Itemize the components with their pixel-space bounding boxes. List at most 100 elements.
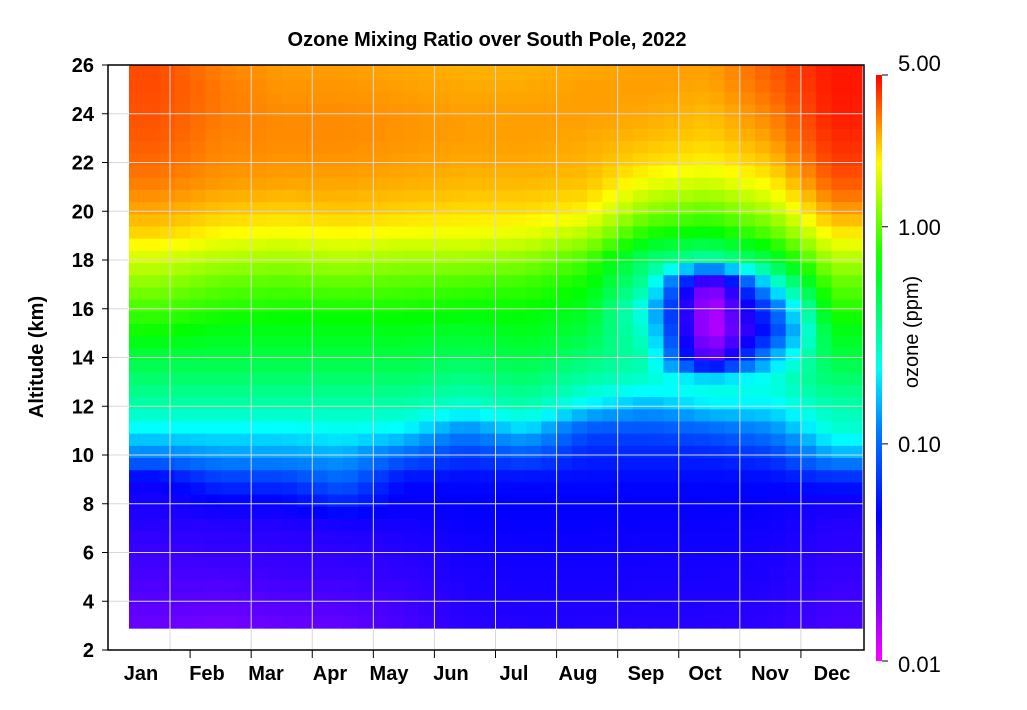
heatmap-cell xyxy=(846,152,863,166)
heatmap-cell xyxy=(296,518,313,532)
heatmap-cell xyxy=(190,554,206,568)
heatmap-cell xyxy=(709,79,726,93)
heatmap-cell xyxy=(296,67,313,81)
heatmap-cell xyxy=(373,579,390,593)
heatmap-cell xyxy=(724,65,741,69)
heatmap-cell xyxy=(312,152,329,166)
heatmap-cell xyxy=(571,359,588,373)
heatmap-cell xyxy=(709,116,726,129)
heatmap-cell xyxy=(785,542,802,556)
heatmap-cell xyxy=(785,91,802,105)
heatmap-cell xyxy=(373,104,390,117)
heatmap-cell xyxy=(816,128,833,142)
heatmap-cell xyxy=(129,128,145,142)
heatmap-cell xyxy=(205,469,222,483)
heatmap-cell xyxy=(388,104,405,117)
heatmap-cell xyxy=(632,128,649,142)
heatmap-cell xyxy=(281,274,298,288)
heatmap-cell xyxy=(434,530,451,544)
heatmap-cell xyxy=(526,299,542,312)
heatmap-cell xyxy=(556,372,573,385)
heatmap-cell xyxy=(800,445,817,459)
heatmap-cell xyxy=(419,481,436,495)
heatmap-cell xyxy=(846,79,863,93)
heatmap-cell xyxy=(266,579,283,593)
heatmap-cell xyxy=(663,274,680,288)
heatmap-cell xyxy=(785,433,802,446)
heatmap-cell xyxy=(373,408,390,422)
heatmap-cell xyxy=(144,274,161,288)
heatmap-cell xyxy=(785,494,802,507)
heatmap-cell xyxy=(129,457,145,471)
heatmap-cell xyxy=(632,262,649,276)
heatmap-cell xyxy=(510,335,527,349)
heatmap-cell xyxy=(144,384,161,398)
heatmap-cell xyxy=(251,408,268,422)
heatmap-cell xyxy=(251,457,268,471)
heatmap-cell xyxy=(220,542,237,556)
heatmap-cell xyxy=(235,408,252,422)
heatmap-cell xyxy=(129,359,145,373)
heatmap-cell xyxy=(434,469,451,483)
heatmap-cell xyxy=(220,128,237,142)
heatmap-cell xyxy=(327,372,344,385)
heatmap-cell xyxy=(251,311,268,324)
heatmap-cell xyxy=(556,213,573,227)
heatmap-cell xyxy=(358,128,374,142)
heatmap-cell xyxy=(174,152,191,166)
heatmap-cell xyxy=(434,201,451,215)
heatmap-cell xyxy=(663,128,680,142)
heatmap-cell xyxy=(800,396,817,410)
heatmap-cell xyxy=(617,591,634,605)
heatmap-cell xyxy=(831,79,848,93)
heatmap-cell xyxy=(220,65,237,69)
heatmap-cell xyxy=(694,506,710,519)
heatmap-cell xyxy=(205,65,222,69)
heatmap-cell xyxy=(388,79,405,93)
heatmap-cell xyxy=(800,116,817,129)
heatmap-cell xyxy=(358,140,374,154)
heatmap-cell xyxy=(220,274,237,288)
heatmap-cell xyxy=(266,213,283,227)
heatmap-cell xyxy=(526,420,542,434)
heatmap-cell xyxy=(617,481,634,495)
heatmap-cell xyxy=(816,567,833,580)
heatmap-cell xyxy=(556,384,573,398)
heatmap-cell xyxy=(174,481,191,495)
heatmap-cell xyxy=(510,104,527,117)
heatmap-cell xyxy=(358,408,374,422)
heatmap-cell xyxy=(327,384,344,398)
heatmap-cell xyxy=(800,152,817,166)
heatmap-cell xyxy=(648,311,665,324)
heatmap-cell xyxy=(724,615,741,629)
heatmap-cell xyxy=(281,104,298,117)
heatmap-cell xyxy=(541,177,558,190)
heatmap-cell xyxy=(480,481,497,495)
heatmap-cell xyxy=(526,335,542,349)
heatmap-cell xyxy=(831,164,848,178)
heatmap-cell xyxy=(373,152,390,166)
heatmap-cell xyxy=(724,603,741,617)
heatmap-cell xyxy=(220,104,237,117)
heatmap-cell xyxy=(144,347,161,361)
heatmap-cell xyxy=(739,177,756,190)
heatmap-cell xyxy=(419,189,436,203)
heatmap-cell xyxy=(632,79,649,93)
heatmap-cell xyxy=(617,116,634,129)
heatmap-cell xyxy=(785,530,802,544)
heatmap-cell xyxy=(846,104,863,117)
heatmap-cell xyxy=(342,518,359,532)
heatmap-cell xyxy=(785,420,802,434)
heatmap-cell xyxy=(617,238,634,251)
heatmap-cell xyxy=(235,104,252,117)
heatmap-cell xyxy=(770,65,787,69)
heatmap-cell xyxy=(266,299,283,312)
heatmap-cell xyxy=(846,311,863,324)
heatmap-cell xyxy=(174,238,191,251)
heatmap-cell xyxy=(541,347,558,361)
heatmap-cell xyxy=(464,311,481,324)
heatmap-cell xyxy=(571,262,588,276)
heatmap-cell xyxy=(174,299,191,312)
heatmap-cell xyxy=(785,238,802,251)
heatmap-cell xyxy=(541,250,558,264)
